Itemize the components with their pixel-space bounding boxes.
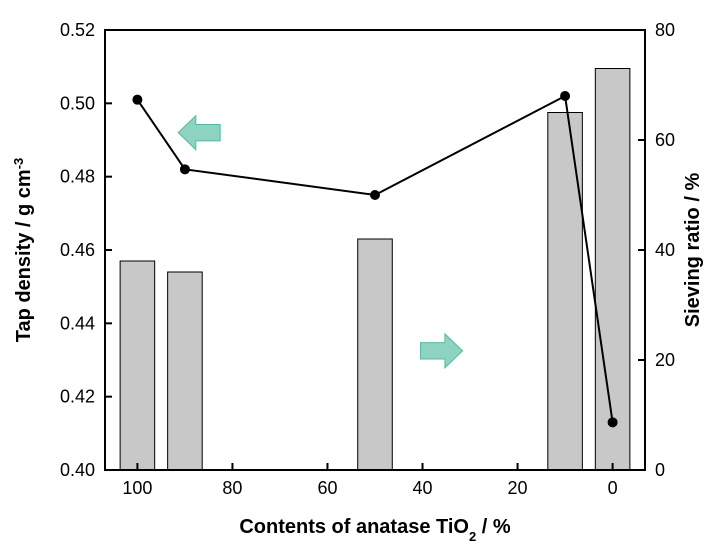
x-tick-label: 20: [508, 478, 528, 498]
yl-tick-label: 0.50: [60, 93, 95, 113]
bar: [168, 272, 203, 470]
bar: [595, 69, 630, 471]
x-tick-label: 60: [317, 478, 337, 498]
chart-container: 100 80 60 40 20 0 0.40 0.42 0.44 0.46 0.48 0.50 0.52…: [0, 0, 721, 547]
bar: [548, 113, 583, 471]
bar: [358, 239, 393, 470]
yr-tick-label: 0: [655, 460, 665, 480]
line-marker: [180, 164, 190, 174]
x-tick-label: 100: [122, 478, 152, 498]
yl-tick-label: 0.40: [60, 460, 95, 480]
yr-tick-label: 20: [655, 350, 675, 370]
line-marker: [132, 95, 142, 105]
x-tick-label: 0: [608, 478, 618, 498]
yr-tick-label: 40: [655, 240, 675, 260]
yl-tick-label: 0.46: [60, 240, 95, 260]
y-left-label: Tap density / g cm-3: [11, 158, 36, 343]
yl-tick-label: 0.44: [60, 313, 95, 333]
line-marker: [560, 91, 570, 101]
dual-axis-chart: 100 80 60 40 20 0 0.40 0.42 0.44 0.46 0.48 0.50 0.52…: [0, 0, 721, 547]
yl-tick-label: 0.52: [60, 20, 95, 40]
yr-tick-label: 80: [655, 20, 675, 40]
yr-tick-label: 60: [655, 130, 675, 150]
yl-tick-label: 0.42: [60, 387, 95, 407]
bar: [120, 261, 155, 470]
x-tick-label: 80: [222, 478, 242, 498]
y-right-label: Sieving ratio / %: [682, 173, 704, 328]
line-marker: [608, 417, 618, 427]
line-marker: [370, 190, 380, 200]
x-tick-label: 40: [413, 478, 433, 498]
yl-tick-label: 0.48: [60, 167, 95, 187]
